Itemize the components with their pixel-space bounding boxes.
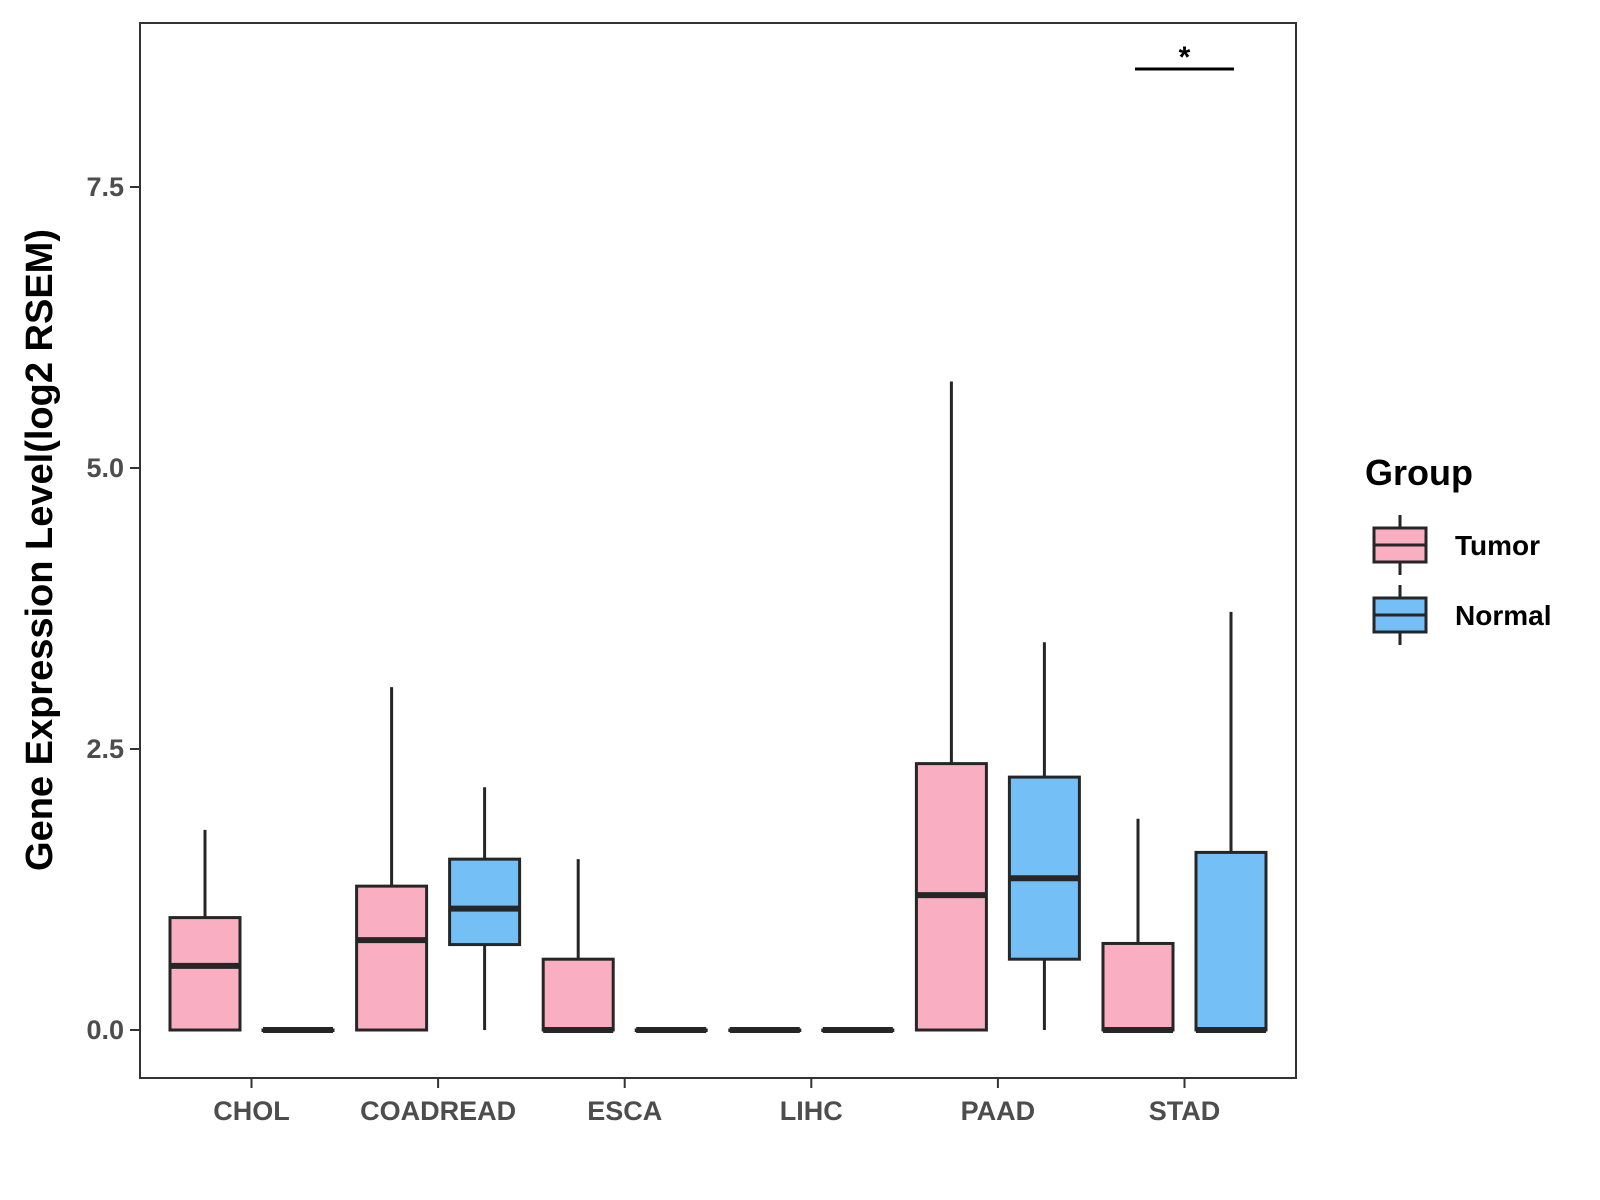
- legend-title: Group: [1365, 452, 1473, 493]
- y-tick-label: 5.0: [86, 453, 124, 483]
- box-normal-chol: [261, 1027, 335, 1033]
- x-tick-label: LIHC: [780, 1096, 843, 1126]
- x-tick-label: ESCA: [587, 1096, 662, 1126]
- box-tumor-chol: [168, 829, 242, 1032]
- box-normal-esca: [634, 1027, 708, 1033]
- x-axis: CHOL COADREAD ESCA LIHC PAAD STAD: [213, 1078, 1220, 1126]
- y-axis-title: Gene Expression Level(log2 RSEM): [19, 229, 61, 871]
- y-tick-label: 7.5: [86, 172, 124, 202]
- x-tick-label: CHOL: [213, 1096, 290, 1126]
- plot-panel: [139, 22, 1297, 1079]
- box-body: [1194, 850, 1268, 1032]
- significance-annotations: *: [1135, 41, 1234, 74]
- x-tick-label: COADREAD: [360, 1096, 516, 1126]
- box-tumor-stad: [1101, 818, 1175, 1033]
- box-series: [168, 381, 1268, 1033]
- box-tumor-paad: [914, 381, 988, 1032]
- legend-label: Tumor: [1455, 530, 1540, 561]
- box-tumor-coadread: [355, 687, 429, 1032]
- box-body: [168, 916, 242, 1032]
- y-tick-label: 0.0: [86, 1015, 124, 1045]
- box-body: [541, 957, 615, 1032]
- box-tumor-esca: [541, 859, 615, 1033]
- x-tick-label: STAD: [1149, 1096, 1221, 1126]
- box-body: [1007, 775, 1081, 961]
- legend-entry-normal: Normal: [1372, 585, 1551, 645]
- box-body: [448, 857, 522, 947]
- box-normal-stad: [1194, 611, 1268, 1033]
- significance-star: *: [1179, 41, 1191, 74]
- legend-label: Normal: [1455, 600, 1551, 631]
- box-normal-coadread: [448, 787, 522, 1030]
- box-tumor-lihc: [728, 1027, 802, 1033]
- y-axis: 0.0 2.5 5.0 7.5: [86, 172, 140, 1045]
- box-normal-paad: [1007, 642, 1081, 1030]
- box-body: [355, 884, 429, 1032]
- legend-entry-tumor: Tumor: [1372, 515, 1540, 575]
- x-tick-label: PAAD: [961, 1096, 1036, 1126]
- box-normal-lihc: [821, 1027, 895, 1033]
- y-tick-label: 2.5: [86, 734, 124, 764]
- box-body: [1101, 941, 1175, 1032]
- legend: Group Tumor Normal: [1365, 452, 1551, 645]
